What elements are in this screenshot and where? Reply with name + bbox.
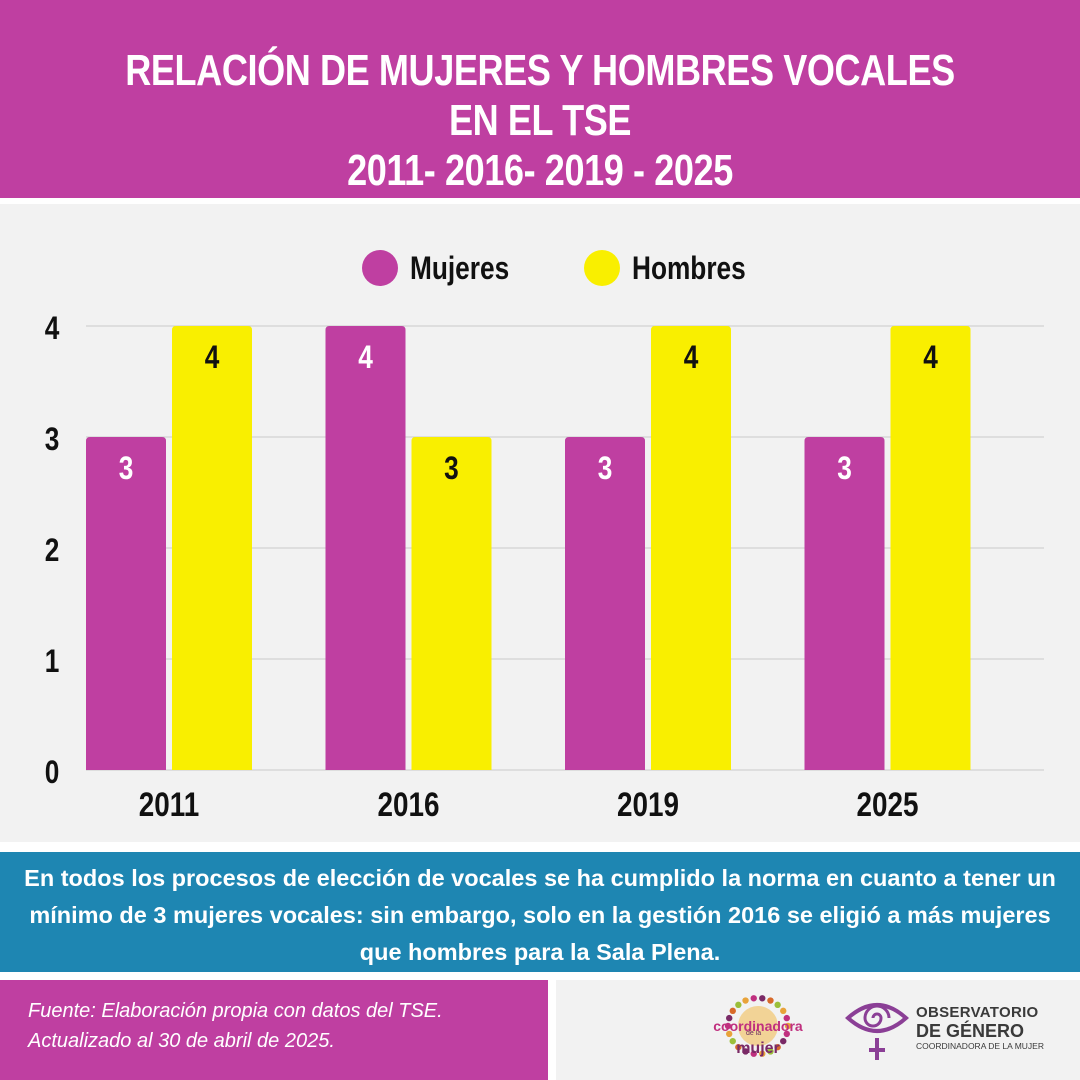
header-banner: RELACIÓN DE MUJERES Y HOMBRES VOCALES EN… <box>0 0 1080 198</box>
x-tick-label: 2016 <box>378 785 440 823</box>
bar-hombres-2019 <box>651 326 731 770</box>
sunburst-dot <box>726 1030 733 1038</box>
legend-label-hombres: Hombres <box>632 249 746 286</box>
data-label: 4 <box>684 341 699 376</box>
data-label: 3 <box>598 452 613 487</box>
sunburst-dot <box>742 1048 749 1055</box>
bar-hombres-2011 <box>172 326 252 770</box>
chart-title-line2: 2011- 2016- 2019 - 2025 <box>347 146 733 195</box>
data-label: 3 <box>837 452 852 487</box>
summary-note: En todos los procesos de elección de voc… <box>0 852 1080 972</box>
source-line2: Actualizado al 30 de abril de 2025. <box>28 1030 335 1052</box>
x-tick-label: 2019 <box>617 785 679 823</box>
sunburst-dot <box>750 995 757 1002</box>
observatorio-line3: COORDINADORA DE LA MUJER <box>916 1041 1044 1051</box>
data-label: 4 <box>205 341 220 376</box>
y-tick-label: 4 <box>45 312 60 347</box>
y-tick-label: 3 <box>45 423 60 458</box>
sunburst-dot <box>729 1007 736 1015</box>
sunburst-dot <box>735 1001 742 1009</box>
bar-mujeres-2011 <box>86 437 166 770</box>
bar-hombres-2016 <box>411 437 492 770</box>
observatorio-line1: OBSERVATORIO <box>916 1004 1039 1021</box>
summary-note-text: En todos los procesos de elección de voc… <box>24 865 1056 965</box>
y-tick-label: 0 <box>45 756 60 791</box>
y-tick-label: 1 <box>45 645 60 680</box>
logos-area: coordinadora de la mujer OBSERVATORIO DE… <box>556 980 1080 1080</box>
sunburst-dot <box>780 1037 787 1045</box>
legend-item-mujeres: Mujeres <box>362 246 531 290</box>
legend-label-mujeres: Mujeres <box>410 249 510 286</box>
coordinadora-logo-small: de la <box>746 1030 762 1037</box>
sunburst-core <box>738 1006 778 1046</box>
coordinadora-sunburst-icon <box>724 995 792 1057</box>
chart-title-line1: RELACIÓN DE MUJERES Y HOMBRES VOCALES EN… <box>125 46 955 145</box>
legend-swatch-hombres <box>584 250 620 286</box>
sunburst-dot <box>742 997 749 1004</box>
sunburst-dot <box>783 1014 790 1022</box>
sunburst-dot <box>767 997 774 1004</box>
data-label: 4 <box>923 341 938 376</box>
observatorio-logo: OBSERVATORIO DE GÉNERO COORDINADORA DE L… <box>844 994 1074 1070</box>
chart-legend: Mujeres Hombres <box>0 246 1080 290</box>
eye-venus-icon <box>845 1003 909 1060</box>
sunburst-dot <box>729 1037 736 1045</box>
sunburst-dot <box>783 1030 790 1038</box>
y-tick-label: 2 <box>45 534 60 569</box>
legend-swatch-mujeres <box>362 250 398 286</box>
coordinadora-logo-word1: coordinadora <box>713 1018 803 1034</box>
sunburst-dot <box>750 1050 757 1057</box>
sunburst-dot <box>759 995 766 1002</box>
sunburst-dot <box>780 1007 787 1015</box>
sunburst-dot <box>759 1050 766 1057</box>
bar-hombres-2025 <box>890 326 971 770</box>
sunburst-dot <box>724 1022 732 1030</box>
bar-chart: 0 1 2 3 4 3 4 2011 4 3 2016 3 4 2019 3 4 2025 <box>45 312 1044 824</box>
legend-item-hombres: Hombres <box>584 246 771 290</box>
bar-mujeres-2016 <box>325 326 406 770</box>
observatorio-line2: DE GÉNERO <box>916 1021 1025 1041</box>
bar-mujeres-2025 <box>804 437 885 770</box>
bar-mujeres-2019 <box>565 437 645 770</box>
coordinadora-logo: coordinadora de la mujer <box>706 992 810 1068</box>
coordinadora-logo-word2: mujer <box>736 1040 780 1057</box>
data-label: 4 <box>358 341 373 376</box>
x-tick-label: 2011 <box>139 785 199 823</box>
sunburst-dot <box>735 1043 742 1051</box>
sunburst-dot <box>774 1043 781 1051</box>
sunburst-dot <box>784 1022 792 1030</box>
data-label: 3 <box>119 452 134 487</box>
source-line1: Fuente: Elaboración propia con datos del… <box>28 1000 443 1022</box>
sunburst-dot <box>767 1048 774 1055</box>
source-box: Fuente: Elaboración propia con datos del… <box>0 980 548 1080</box>
x-tick-label: 2025 <box>857 785 919 823</box>
sunburst-dot <box>774 1001 781 1009</box>
observatorio-text: OBSERVATORIO DE GÉNERO COORDINADORA DE L… <box>916 1004 1044 1051</box>
chart-panel: Mujeres Hombres 0 1 2 3 4 3 4 2011 4 3 2016 3 4 2019 3… <box>0 204 1080 842</box>
data-label: 3 <box>444 452 459 487</box>
sunburst-dot <box>726 1014 733 1022</box>
